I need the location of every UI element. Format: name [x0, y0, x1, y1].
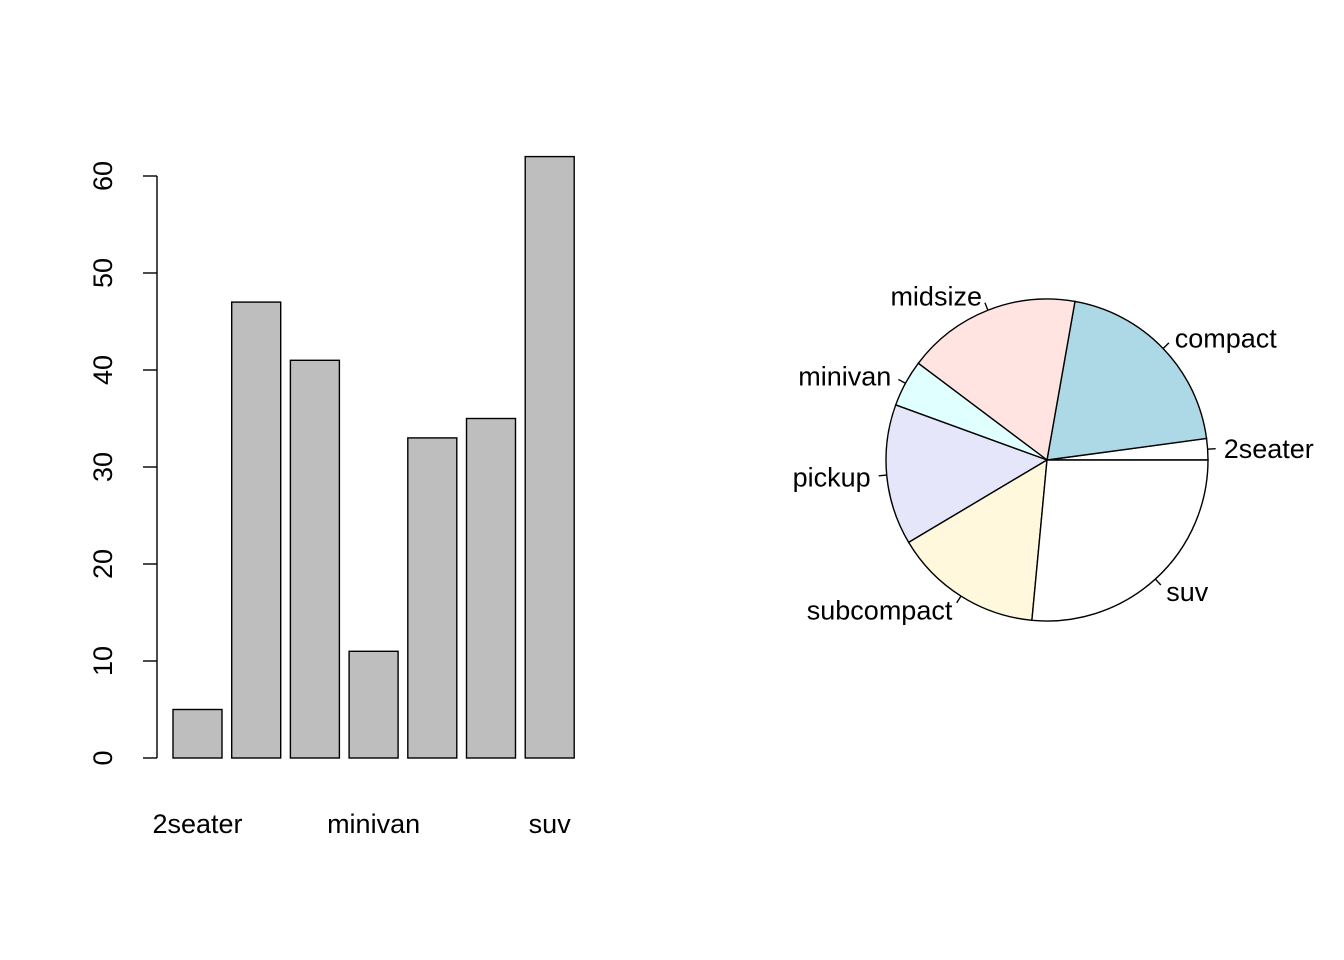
- x-tick-label: 2seater: [152, 809, 242, 839]
- pie-leader-line: [1154, 578, 1162, 586]
- bar-pickup: [407, 437, 458, 759]
- pie-label: pickup: [793, 463, 871, 493]
- bar-suv: [524, 155, 575, 759]
- x-tick-label: suv: [529, 809, 572, 839]
- y-tick-label: 20: [88, 549, 118, 579]
- pie-label: compact: [1175, 323, 1278, 353]
- pie-slice-compact: [1046, 300, 1208, 461]
- y-tick-label: 10: [88, 646, 118, 676]
- bar-midsize: [289, 359, 341, 759]
- bar-minivan: [348, 650, 399, 759]
- pie-label: subcompact: [807, 596, 953, 626]
- y-tick-label: 40: [88, 355, 118, 385]
- pie-label: midsize: [890, 281, 982, 311]
- bar-compact: [230, 301, 282, 759]
- y-tick-label: 30: [88, 452, 118, 482]
- pie-leader-line: [1207, 447, 1216, 450]
- pie-leader-line: [898, 378, 906, 384]
- pie-label: suv: [1166, 577, 1209, 607]
- bar-subcompact: [465, 417, 517, 759]
- pie-label: 2seater: [1224, 434, 1314, 464]
- pie-slice-midsize: [917, 298, 1076, 462]
- bar-2seater: [172, 708, 223, 759]
- pie-slice-subcompact: [907, 458, 1048, 622]
- y-tick-label: 50: [88, 258, 118, 288]
- pie-leader-line: [956, 595, 962, 604]
- pie-leader-line: [1162, 342, 1170, 349]
- pie-leader-line: [878, 474, 887, 477]
- pie-label: minivan: [798, 362, 891, 392]
- pie-chart: 2seater compact midsize minivan pickup subcom…: [793, 281, 1314, 625]
- bar-chart: 0 10 20 30 40 50 60 2seater minivan suv: [88, 155, 575, 839]
- pie-leader-line: [984, 302, 989, 311]
- x-tick-label: minivan: [327, 809, 420, 839]
- y-tick-label: 0: [88, 750, 118, 765]
- y-tick-label: 60: [88, 161, 118, 191]
